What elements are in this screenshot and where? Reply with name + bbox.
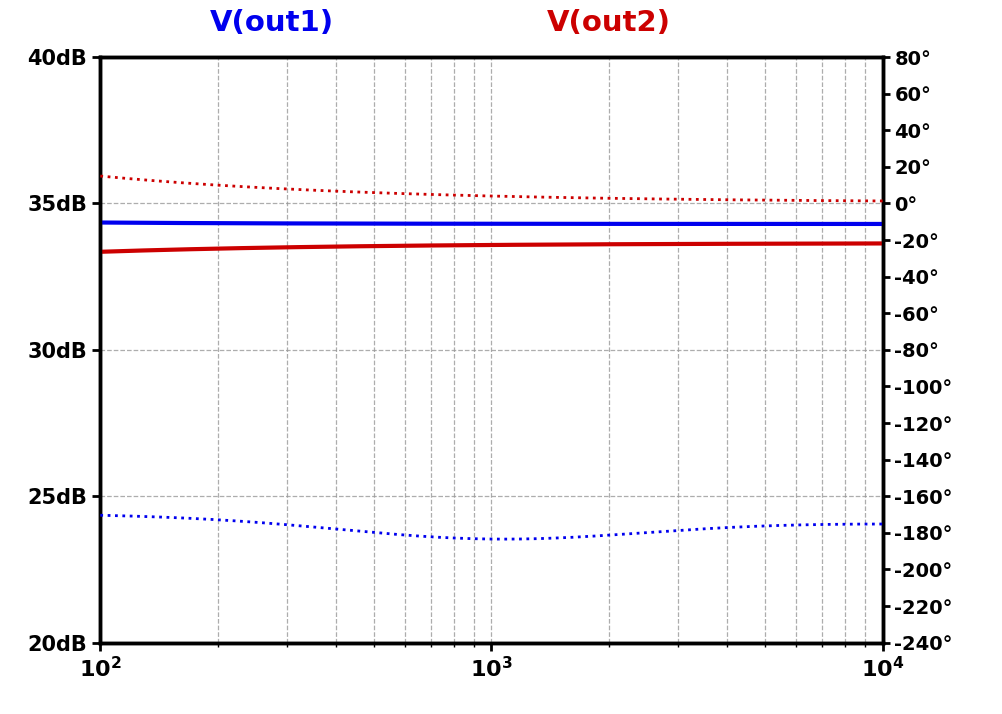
Text: V(out1): V(out1)	[210, 9, 334, 36]
Text: V(out2): V(out2)	[546, 9, 670, 36]
